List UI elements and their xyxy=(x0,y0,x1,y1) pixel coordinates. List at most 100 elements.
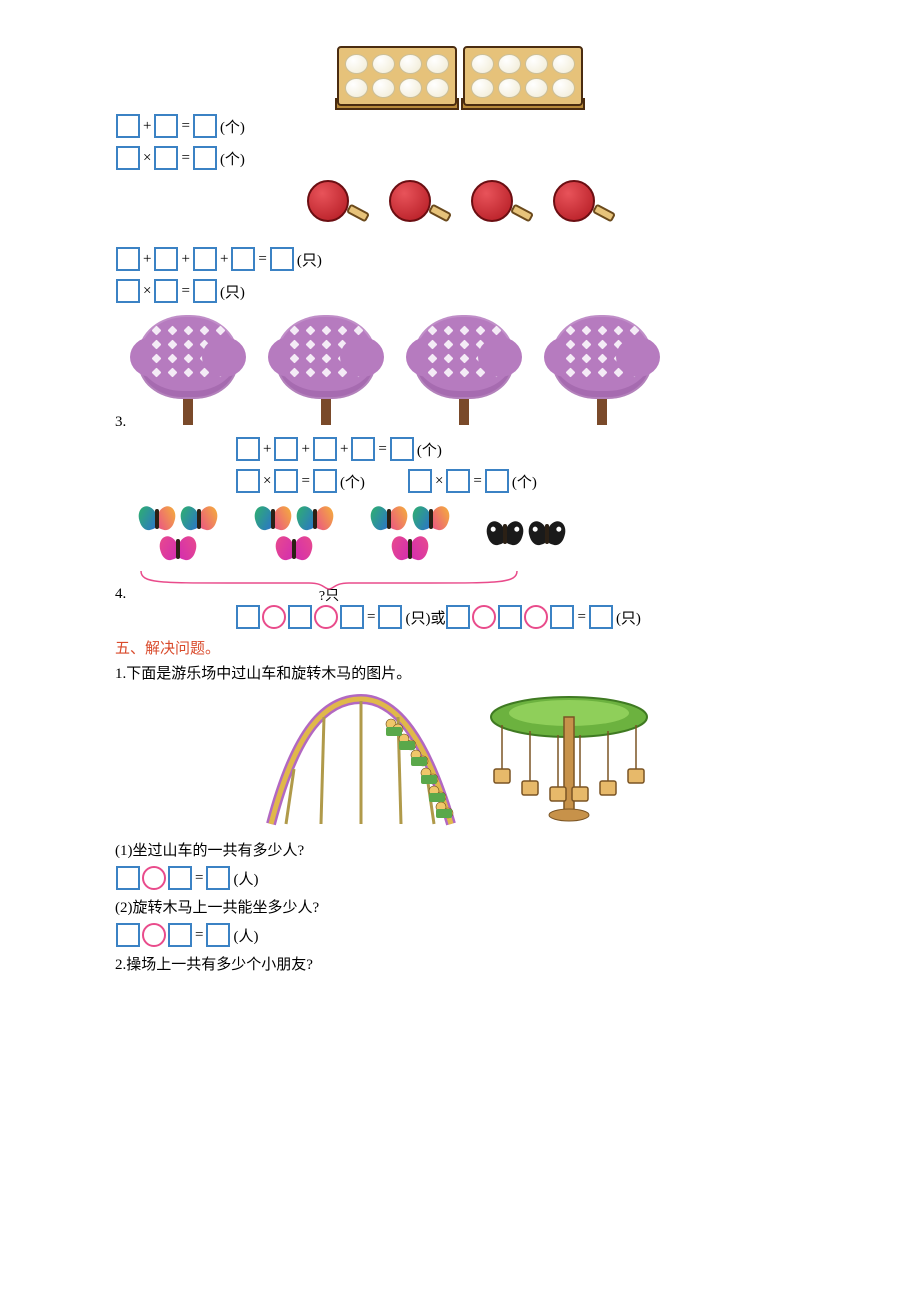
tree-icon xyxy=(547,315,657,425)
paddle-icon xyxy=(307,178,367,234)
blank-box[interactable] xyxy=(446,469,470,493)
egg-trays-figure xyxy=(115,46,805,106)
butterfly-icon xyxy=(392,535,428,563)
blank-box[interactable] xyxy=(168,923,192,947)
blank-box[interactable] xyxy=(274,469,298,493)
q1-multiplication-row: × = (个) xyxy=(115,144,805,172)
paddle-icon xyxy=(389,178,449,234)
unit-label: (只) xyxy=(220,281,245,302)
blank-box[interactable] xyxy=(231,247,255,271)
blank-box[interactable] xyxy=(378,605,402,629)
blank-box[interactable] xyxy=(116,923,140,947)
q3-label: 3. xyxy=(115,414,133,431)
blank-box[interactable] xyxy=(193,146,217,170)
carousel-icon xyxy=(484,689,654,829)
blank-box[interactable] xyxy=(116,866,140,890)
blank-box[interactable] xyxy=(351,437,375,461)
blank-box[interactable] xyxy=(116,279,140,303)
q3-multiplication-row: × = (个) × = (个) xyxy=(235,467,805,495)
blank-box[interactable] xyxy=(154,279,178,303)
trees-figure xyxy=(133,315,657,425)
q2-multiplication-row: × = (只) xyxy=(115,277,805,305)
blank-box[interactable] xyxy=(116,114,140,138)
unit-label: (个) xyxy=(340,471,365,492)
butterfly-icon xyxy=(139,505,175,533)
blank-box[interactable] xyxy=(154,146,178,170)
blank-box[interactable] xyxy=(340,605,364,629)
blank-box[interactable] xyxy=(236,437,260,461)
brace-icon xyxy=(139,569,519,587)
plus-op: + xyxy=(141,118,153,135)
times-op: × xyxy=(141,283,153,300)
blank-box[interactable] xyxy=(193,247,217,271)
paddle-icon xyxy=(471,178,531,234)
q5-1-1-equation: = (人) xyxy=(115,864,805,892)
q3-addition-row: + + + = (个) xyxy=(235,435,805,463)
blank-box[interactable] xyxy=(154,247,178,271)
paddles-figure xyxy=(115,178,805,239)
amusement-park-figure xyxy=(115,689,805,829)
blank-box[interactable] xyxy=(206,923,230,947)
blank-box[interactable] xyxy=(485,469,509,493)
times-op: × xyxy=(141,150,153,167)
tree-icon xyxy=(133,315,243,425)
blank-box[interactable] xyxy=(236,469,260,493)
equals-op: = xyxy=(179,118,191,135)
blank-box[interactable] xyxy=(589,605,613,629)
egg-tray xyxy=(463,46,583,106)
q5-1-1-text: (1)坐过山车的一共有多少人? xyxy=(115,839,805,860)
blank-box[interactable] xyxy=(408,469,432,493)
blank-box[interactable] xyxy=(116,146,140,170)
blank-box[interactable] xyxy=(270,247,294,271)
butterfly-icon xyxy=(276,535,312,563)
blank-box[interactable] xyxy=(313,469,337,493)
unit-label: (个) xyxy=(220,116,245,137)
section5-title: 五、解决问题。 xyxy=(115,637,805,658)
blank-box[interactable] xyxy=(274,437,298,461)
unit-label: (人) xyxy=(233,868,258,889)
plus-op: + xyxy=(299,441,311,458)
blank-box[interactable] xyxy=(206,866,230,890)
egg-tray xyxy=(337,46,457,106)
blank-box[interactable] xyxy=(288,605,312,629)
equals-op: = xyxy=(179,283,191,300)
blank-box[interactable] xyxy=(498,605,522,629)
blank-circle[interactable] xyxy=(142,866,166,890)
equals-op: = xyxy=(471,473,483,490)
blank-box[interactable] xyxy=(154,114,178,138)
blank-box[interactable] xyxy=(446,605,470,629)
blank-circle[interactable] xyxy=(472,605,496,629)
q4-label: 4. xyxy=(115,586,133,603)
butterfly-icon xyxy=(181,505,217,533)
blank-box[interactable] xyxy=(168,866,192,890)
times-op: × xyxy=(433,473,445,490)
equals-op: = xyxy=(376,441,388,458)
blank-box[interactable] xyxy=(313,437,337,461)
equals-op: = xyxy=(256,251,268,268)
equals-op: = xyxy=(365,609,377,626)
unit-label: (只) xyxy=(297,249,322,270)
blank-circle[interactable] xyxy=(262,605,286,629)
blank-circle[interactable] xyxy=(314,605,338,629)
butterfly-icon xyxy=(297,505,333,533)
blank-box[interactable] xyxy=(236,605,260,629)
q5-1-text: 1.下面是游乐场中过山车和旋转木马的图片。 xyxy=(115,662,805,683)
unit-label: (个) xyxy=(220,148,245,169)
blank-box[interactable] xyxy=(116,247,140,271)
blank-circle[interactable] xyxy=(524,605,548,629)
butterfly-dark-icon xyxy=(487,520,523,548)
or-label: (只)或 xyxy=(405,607,445,628)
plus-op: + xyxy=(338,441,350,458)
q5-1-2-equation: = (人) xyxy=(115,921,805,949)
butterfly-icon xyxy=(371,505,407,533)
unit-label: (只) xyxy=(616,607,641,628)
blank-box[interactable] xyxy=(193,114,217,138)
paddle-icon xyxy=(553,178,613,234)
blank-box[interactable] xyxy=(390,437,414,461)
butterflies-figure xyxy=(139,505,805,563)
equals-op: = xyxy=(193,927,205,944)
equals-op: = xyxy=(193,870,205,887)
blank-circle[interactable] xyxy=(142,923,166,947)
blank-box[interactable] xyxy=(550,605,574,629)
blank-box[interactable] xyxy=(193,279,217,303)
